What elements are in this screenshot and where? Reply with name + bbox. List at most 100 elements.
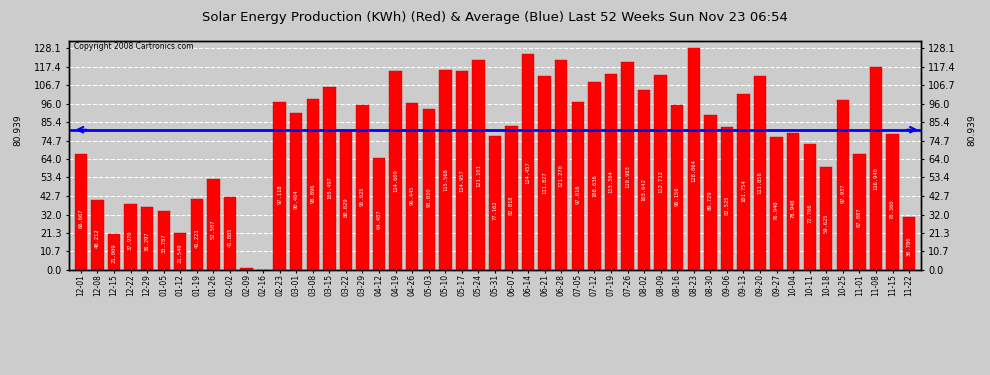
Text: 82.525: 82.525 [725, 196, 730, 215]
Bar [340, 131, 352, 270]
Text: 121.270: 121.270 [558, 164, 563, 187]
Bar [555, 60, 567, 270]
Bar [853, 154, 865, 270]
Bar [207, 179, 220, 270]
Bar [721, 127, 734, 270]
Bar [323, 87, 336, 270]
Bar [440, 70, 451, 270]
Text: 52.507: 52.507 [211, 219, 216, 239]
Bar [423, 109, 435, 270]
Text: Copyright 2008 Cartronics.com: Copyright 2008 Cartronics.com [73, 42, 193, 51]
Bar [770, 136, 783, 270]
Bar [373, 158, 385, 270]
Text: 97.016: 97.016 [575, 184, 580, 204]
Bar [174, 232, 186, 270]
Text: 80.939: 80.939 [967, 114, 976, 146]
Bar [671, 105, 683, 270]
Text: 95.025: 95.025 [360, 186, 365, 206]
Bar [74, 154, 87, 270]
Text: 80.029: 80.029 [344, 198, 348, 217]
Bar [522, 54, 535, 270]
Text: 64.487: 64.487 [376, 210, 381, 230]
Text: 93.030: 93.030 [427, 188, 432, 207]
Bar [688, 48, 700, 270]
Text: 111.827: 111.827 [543, 171, 547, 194]
Bar [141, 207, 153, 270]
Bar [903, 217, 916, 270]
Bar [820, 166, 833, 270]
Text: 111.856: 111.856 [757, 171, 762, 194]
Text: 108.636: 108.636 [592, 174, 597, 196]
Bar [91, 200, 104, 270]
Bar [455, 71, 468, 270]
Text: 33.787: 33.787 [161, 234, 166, 254]
Text: 80.939: 80.939 [14, 114, 23, 146]
Bar [356, 105, 368, 270]
Bar [406, 103, 419, 270]
Bar [539, 76, 550, 270]
Bar [804, 144, 816, 270]
Bar [654, 75, 667, 270]
Text: 72.766: 72.766 [807, 204, 812, 223]
Text: 116.940: 116.940 [873, 167, 878, 190]
Bar [787, 133, 799, 270]
Text: 82.818: 82.818 [509, 196, 514, 215]
Bar [241, 267, 252, 270]
Text: 89.729: 89.729 [708, 190, 713, 210]
Text: 121.101: 121.101 [476, 164, 481, 187]
Bar [753, 76, 766, 270]
Bar [738, 94, 749, 270]
Text: 78.360: 78.360 [890, 199, 895, 219]
Text: 95.156: 95.156 [675, 186, 680, 206]
Text: 97.118: 97.118 [277, 184, 282, 204]
Bar [505, 126, 518, 270]
Bar [870, 68, 882, 270]
Text: 41.221: 41.221 [194, 228, 199, 248]
Bar [638, 90, 650, 270]
Bar [273, 102, 286, 270]
Text: 77.162: 77.162 [492, 200, 498, 220]
Text: 36.297: 36.297 [145, 232, 149, 252]
Bar [157, 211, 170, 270]
Bar [472, 60, 485, 270]
Text: 112.712: 112.712 [658, 171, 663, 194]
Text: 105.497: 105.497 [327, 176, 332, 199]
Text: 103.642: 103.642 [642, 178, 646, 201]
Text: 66.667: 66.667 [78, 208, 83, 228]
Text: 90.404: 90.404 [294, 190, 299, 209]
Text: 40.212: 40.212 [95, 229, 100, 248]
Bar [191, 199, 203, 270]
Text: 101.754: 101.754 [741, 179, 745, 202]
Text: 119.983: 119.983 [625, 165, 630, 188]
Text: 30.780: 30.780 [907, 236, 912, 256]
Bar [886, 134, 899, 270]
Text: 98.896: 98.896 [310, 183, 315, 203]
Text: 67.087: 67.087 [857, 208, 862, 227]
Text: 113.364: 113.364 [609, 170, 614, 193]
Bar [224, 197, 237, 270]
Text: 96.445: 96.445 [410, 185, 415, 204]
Text: 114.609: 114.609 [393, 169, 398, 192]
Text: 78.940: 78.940 [791, 199, 796, 218]
Bar [125, 204, 137, 270]
Text: 114.957: 114.957 [459, 169, 464, 192]
Bar [389, 71, 402, 270]
Text: 115.568: 115.568 [443, 168, 447, 191]
Bar [307, 99, 319, 270]
Text: 37.970: 37.970 [128, 231, 133, 250]
Bar [605, 74, 617, 270]
Bar [837, 100, 849, 270]
Text: 76.940: 76.940 [774, 200, 779, 220]
Bar [489, 136, 501, 270]
Bar [290, 113, 302, 270]
Text: 59.625: 59.625 [824, 214, 829, 233]
Bar [588, 82, 601, 270]
Text: Solar Energy Production (KWh) (Red) & Average (Blue) Last 52 Weeks Sun Nov 23 06: Solar Energy Production (KWh) (Red) & Av… [202, 11, 788, 24]
Text: 97.937: 97.937 [841, 184, 845, 203]
Bar [622, 62, 634, 270]
Text: 21.009: 21.009 [112, 244, 117, 263]
Bar [108, 234, 120, 270]
Text: 124.457: 124.457 [526, 162, 531, 184]
Text: 21.549: 21.549 [178, 243, 183, 263]
Bar [704, 114, 717, 270]
